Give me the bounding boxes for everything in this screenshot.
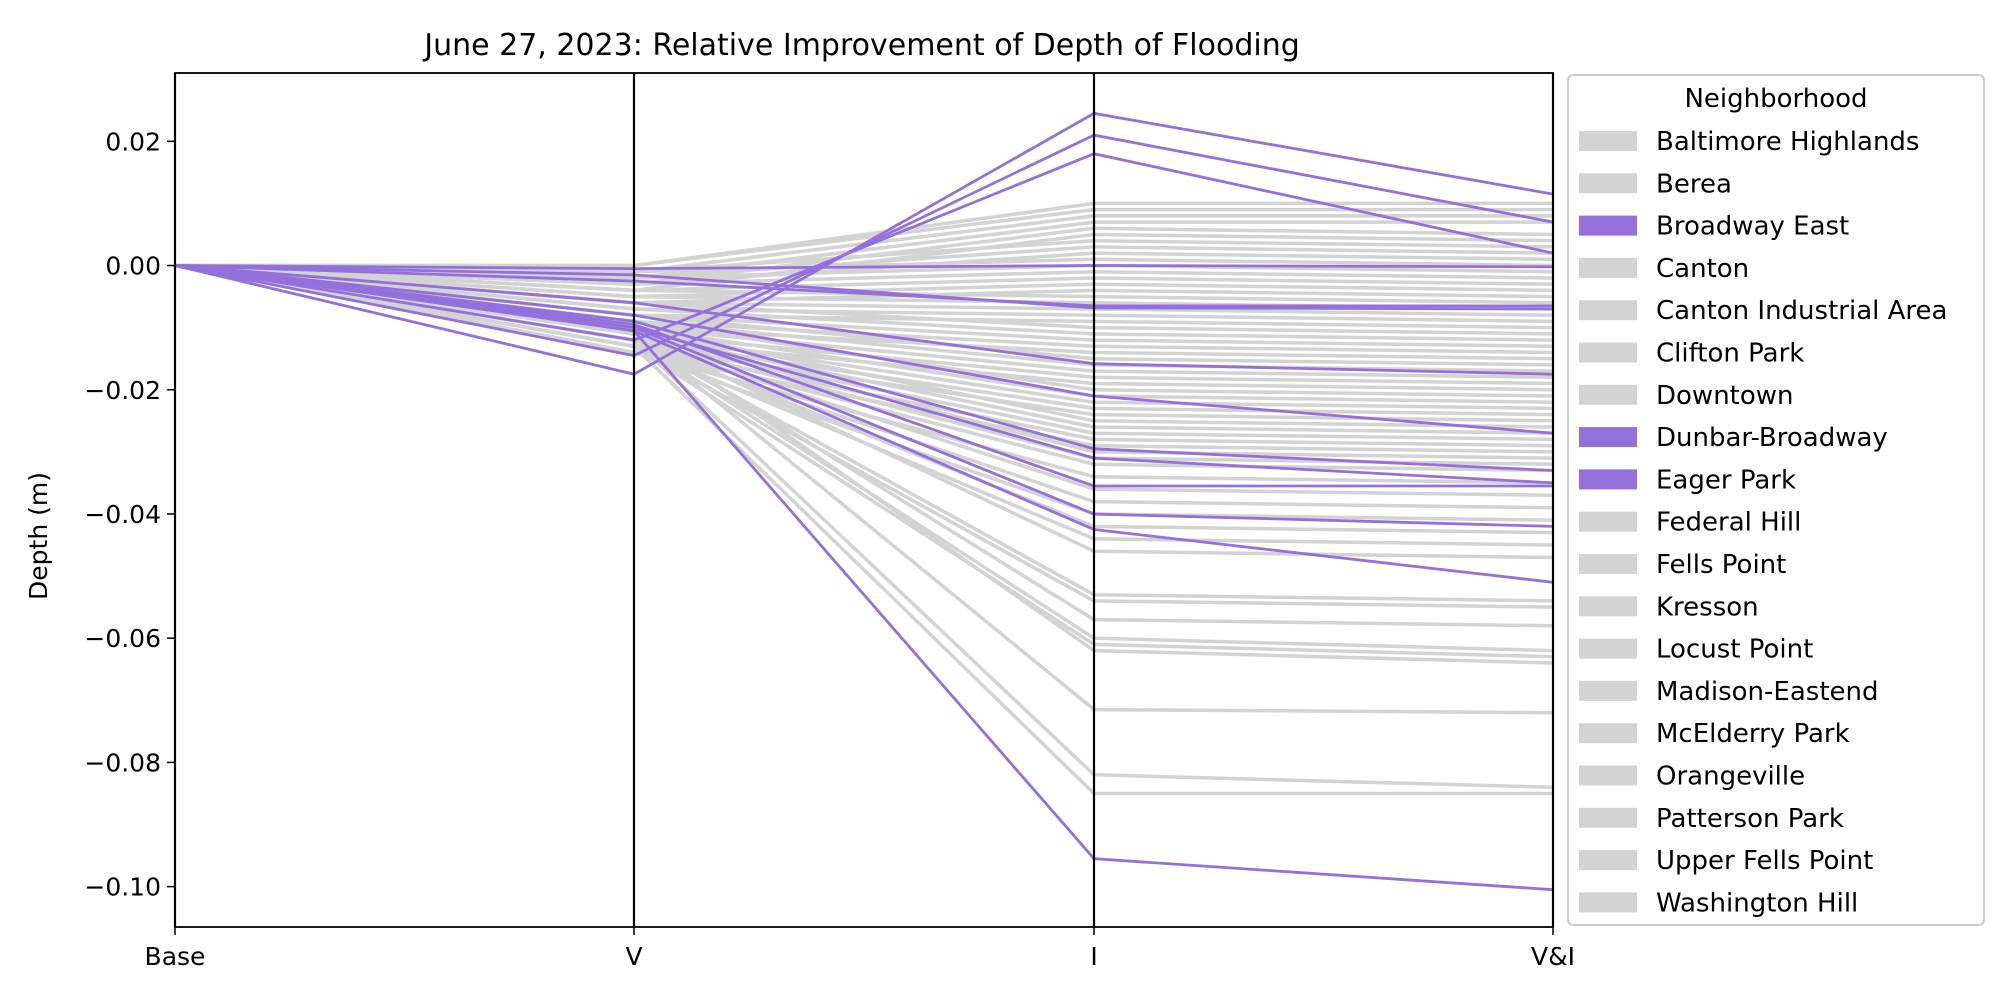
legend-swatch-10 xyxy=(1579,554,1637,574)
legend-label-2: Broadway East xyxy=(1656,212,1849,242)
series-line-gray-1 xyxy=(175,207,1553,268)
legend-label-10: Fells Point xyxy=(1656,550,1786,580)
legend-label-0: Baltimore Highlands xyxy=(1656,127,1919,157)
legend-frame xyxy=(1567,74,1985,926)
legend-label-13: Madison-Eastend xyxy=(1656,677,1879,707)
x-tick-label-0: Base xyxy=(145,942,206,971)
legend-label-5: Clifton Park xyxy=(1656,339,1804,369)
legend-swatch-1 xyxy=(1579,173,1637,194)
y-tick-label-5: −0.08 xyxy=(84,748,161,777)
legend-title: Neighborhood xyxy=(1684,84,1867,114)
y-tick-label-0: 0.02 xyxy=(105,127,161,156)
x-tick-label-1: V xyxy=(625,942,642,971)
legend-swatch-5 xyxy=(1579,342,1637,363)
series-line-highlight-5 xyxy=(174,264,1554,311)
series-line-highlight-4 xyxy=(174,264,1553,308)
series-line-gray-56 xyxy=(174,263,1554,715)
legend-label-16: Patterson Park xyxy=(1656,804,1844,834)
legend-label-4: Canton Industrial Area xyxy=(1656,296,1947,326)
legend-swatch-11 xyxy=(1579,596,1637,617)
legend-swatch-9 xyxy=(1579,511,1637,532)
legend-label-14: McElderry Park xyxy=(1656,719,1850,749)
legend-label-8: Eager Park xyxy=(1656,465,1796,495)
series-line-gray-10 xyxy=(174,263,1554,280)
highlight-series-group xyxy=(174,111,1554,892)
y-tick-label-6: −0.10 xyxy=(84,873,161,902)
y-tick-label-1: 0.00 xyxy=(105,252,161,281)
series-line-highlight-6 xyxy=(174,264,1554,376)
series-line-highlight-11 xyxy=(174,264,1554,528)
x-tick-label-2: I xyxy=(1090,942,1097,971)
series-line-highlight-8 xyxy=(174,264,1554,472)
series-line-highlight-10 xyxy=(174,264,1553,488)
legend-swatch-15 xyxy=(1579,765,1637,786)
legend-swatch-7 xyxy=(1579,427,1637,448)
legend-swatch-3 xyxy=(1579,257,1637,278)
chart-title: June 27, 2023: Relative Improvement of D… xyxy=(422,28,1300,63)
legend-label-17: Upper Fells Point xyxy=(1656,846,1873,876)
y-tick-label-2: −0.02 xyxy=(84,376,161,405)
series-line-gray-9 xyxy=(174,257,1554,274)
series-line-gray-58 xyxy=(174,263,1553,796)
legend-label-11: Kresson xyxy=(1656,592,1759,622)
x-tick-label-3: V&I xyxy=(1531,942,1575,971)
series-line-highlight-13 xyxy=(174,264,1554,892)
legend-swatch-2 xyxy=(1579,215,1637,236)
legend-swatch-18 xyxy=(1579,892,1637,913)
y-tick-label-3: −0.04 xyxy=(84,500,161,529)
legend-swatch-8 xyxy=(1579,469,1637,490)
axes-group xyxy=(173,72,1555,928)
series-line-highlight-7 xyxy=(174,264,1554,435)
legend-label-18: Washington Hill xyxy=(1656,888,1858,918)
legend-swatch-13 xyxy=(1579,680,1637,701)
y-tick-label-4: −0.06 xyxy=(84,624,161,653)
legend-swatch-0 xyxy=(1579,131,1637,151)
gray-series-group xyxy=(174,201,1554,796)
plot-frame xyxy=(174,72,1554,928)
legend-label-12: Locust Point xyxy=(1656,635,1813,665)
legend-swatch-12 xyxy=(1579,638,1637,659)
series-line-gray-21 xyxy=(174,263,1554,342)
legend-label-9: Federal Hill xyxy=(1656,508,1801,538)
y-axis-label: Depth (m) xyxy=(24,472,53,600)
series-line-highlight-2 xyxy=(174,152,1554,342)
legend-label-1: Berea xyxy=(1656,169,1732,199)
legend-label-7: Dunbar-Broadway xyxy=(1656,423,1888,453)
legend-swatch-17 xyxy=(1579,850,1637,871)
x-ticks-group: Base V I V&I xyxy=(145,927,1575,971)
y-ticks-group: 0.02 0.00 −0.02 −0.04 −0.06 −0.08 −0.10 xyxy=(84,127,175,902)
legend-label-3: Canton xyxy=(1656,254,1749,284)
legend-label-15: Orangeville xyxy=(1656,762,1805,792)
series-line-gray-11 xyxy=(174,263,1554,286)
legend-swatch-14 xyxy=(1579,723,1637,744)
legend: Neighborhood Baltimore Highlands Berea Broa… xyxy=(1567,74,1985,926)
series-line-highlight-3 xyxy=(174,264,1554,271)
legend-swatch-16 xyxy=(1579,807,1637,828)
legend-swatch-6 xyxy=(1579,384,1637,405)
legend-label-6: Downtown xyxy=(1656,381,1794,411)
series-line-highlight-1 xyxy=(174,133,1554,358)
legend-swatch-4 xyxy=(1579,300,1637,321)
